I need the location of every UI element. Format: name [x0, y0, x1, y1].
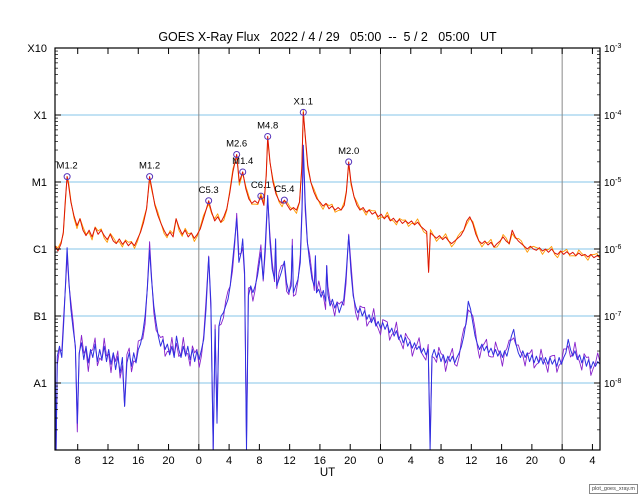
- y-right-label: 10-7: [604, 311, 621, 323]
- x-tick-label: 20: [344, 455, 356, 467]
- x-tick-label: 4: [589, 455, 595, 467]
- y-left-label: X1: [34, 110, 47, 122]
- x-tick-label: 0: [377, 455, 383, 467]
- x-axis-label: UT: [319, 467, 336, 479]
- x-tick-label: 12: [102, 455, 114, 467]
- flare-marker-M1.4: [239, 168, 247, 176]
- flare-label-M2.0: M2.0: [338, 146, 359, 157]
- series-xray-long: [54, 111, 601, 273]
- y-left-label: X10: [27, 43, 47, 55]
- y-right-label: 10-4: [604, 110, 621, 122]
- flare-label-M4.8: M4.8: [257, 120, 278, 131]
- x-tick-label: 16: [495, 455, 507, 467]
- flare-marker-M1.2: [63, 173, 71, 181]
- x-tick-label: 0: [196, 455, 202, 467]
- flare-marker-C6.1: [257, 192, 265, 200]
- flare-label-C5.3: C5.3: [199, 185, 219, 196]
- y-left-label: M1: [32, 177, 47, 189]
- flare-marker-C5.3: [205, 197, 213, 205]
- y-left-label: A1: [34, 378, 47, 390]
- flare-marker-M2.0: [345, 158, 353, 166]
- watermark: plot_goes_xray.m: [588, 484, 638, 494]
- x-tick-label: 8: [75, 455, 81, 467]
- flare-label-X1.1: X1.1: [294, 96, 314, 107]
- y-left-label: B1: [34, 311, 47, 323]
- y-right-label: 10-6: [604, 244, 621, 256]
- y-right-label: 10-3: [604, 43, 621, 55]
- flare-label-C6.1: C6.1: [251, 180, 271, 191]
- flare-label-C5.4: C5.4: [274, 184, 294, 195]
- x-tick-label: 8: [438, 455, 444, 467]
- series-xray-long-secondary: [54, 109, 601, 272]
- flare-label-M2.6: M2.6: [226, 139, 247, 150]
- flare-marker-M1.2: [146, 173, 154, 181]
- series-xray-short: [54, 144, 601, 451]
- flare-marker-X1.1: [299, 108, 307, 116]
- x-tick-label: 0: [559, 455, 565, 467]
- y-right-label: 10-8: [604, 378, 621, 390]
- y-left-label: C1: [33, 244, 47, 256]
- y-right-label: 10-5: [604, 177, 621, 189]
- x-tick-label: 16: [132, 455, 144, 467]
- chart-title: GOES X-Ray Flux 2022 / 4 / 29 05:00 -- 5…: [158, 30, 497, 44]
- x-tick-label: 20: [526, 455, 538, 467]
- x-tick-label: 8: [256, 455, 262, 467]
- x-tick-label: 4: [226, 455, 232, 467]
- flare-label-M1.2: M1.2: [139, 161, 160, 172]
- x-tick-label: 12: [465, 455, 477, 467]
- series-xray-short-secondary: [54, 148, 601, 451]
- flare-marker-M4.8: [264, 132, 272, 140]
- flare-marker-C5.4: [280, 196, 288, 204]
- flare-marker-M2.6: [233, 151, 241, 159]
- flare-label-M1.4: M1.4: [232, 156, 253, 167]
- x-tick-label: 12: [284, 455, 296, 467]
- flare-label-M1.2: M1.2: [57, 161, 78, 172]
- x-tick-label: 16: [314, 455, 326, 467]
- x-tick-label: 20: [162, 455, 174, 467]
- x-tick-label: 4: [408, 455, 414, 467]
